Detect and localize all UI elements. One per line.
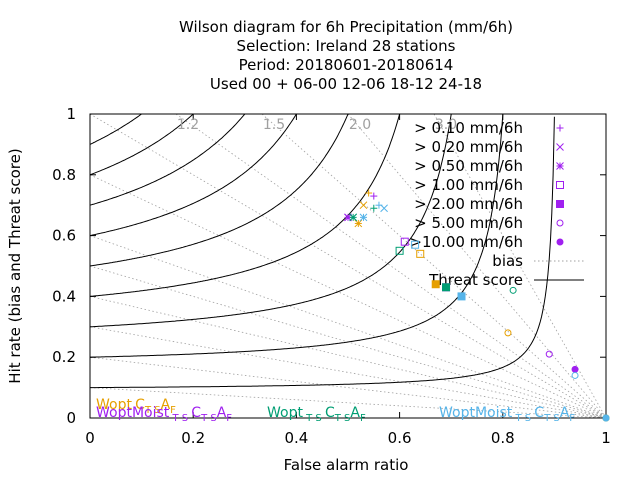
data-point <box>571 371 579 379</box>
bias-line <box>90 114 606 418</box>
bias-line <box>90 174 606 418</box>
data-points <box>344 189 610 422</box>
legend-label: > 0.50 mm/6h <box>414 157 523 175</box>
threat-curve <box>90 114 246 206</box>
legend-label: > 5.00 mm/6h <box>414 214 523 232</box>
data-point <box>509 286 517 294</box>
data-point <box>411 240 420 249</box>
y-tick-label: 1 <box>66 105 76 123</box>
y-tick-label: 0 <box>66 409 76 427</box>
x-tick-label: 0.8 <box>491 429 515 447</box>
title-line: Period: 20180601-20180614 <box>239 56 454 74</box>
chart-title: Wilson diagram for 6h Precipitation (mm/… <box>179 18 513 93</box>
bias-label: 2.0 <box>349 117 371 133</box>
legend-marker <box>556 200 564 208</box>
experiment-label: Wopt T S CT SAF <box>267 405 366 424</box>
threat-curve <box>90 114 194 176</box>
data-point <box>349 213 358 222</box>
bias-line <box>90 296 606 418</box>
legend-marker <box>556 162 564 170</box>
data-point <box>545 350 553 358</box>
threat-curve <box>90 114 349 267</box>
x-tick-label: 0.4 <box>284 429 308 447</box>
experiment-label: Wopt CT SAF <box>96 397 176 416</box>
x-axis-label: False alarm ratio <box>284 456 409 474</box>
bias-labels: 1.2 1.5 2.0 3.0 <box>177 117 457 133</box>
data-point <box>359 213 368 222</box>
axis-ticks: 0 0.2 0.4 0.6 0.8 1 0 0.2 0.4 0.6 0.8 1 <box>52 105 611 447</box>
data-point <box>370 204 378 212</box>
x-tick-label: 0.6 <box>388 429 412 447</box>
bias-line <box>175 114 606 418</box>
threat-curve <box>90 116 555 389</box>
y-axis-label: Hit rate (bias and Threat score) <box>6 148 24 383</box>
data-point <box>400 237 409 246</box>
legend-label: >10.00 mm/6h <box>409 233 523 251</box>
bias-label: 1.5 <box>263 117 285 133</box>
experiment-label: WoptMoist T S CT SAF <box>439 405 575 424</box>
threat-curve <box>90 114 504 358</box>
data-point <box>431 280 440 289</box>
data-point <box>504 329 512 337</box>
y-tick-label: 0.4 <box>52 287 76 305</box>
data-point <box>442 283 451 292</box>
data-point <box>571 365 579 373</box>
plot-frame <box>89 113 607 419</box>
data-point <box>365 189 373 197</box>
bias-line <box>90 356 606 418</box>
legend: > 0.10 mm/6h> 0.20 mm/6h> 0.50 mm/6h> 1.… <box>409 119 584 289</box>
data-point <box>354 219 363 228</box>
data-point <box>395 246 404 255</box>
y-tick-label: 0.2 <box>52 348 76 366</box>
title-line: Selection: Ireland 28 stations <box>237 37 456 55</box>
legend-marker <box>556 238 564 246</box>
legend-label: > 0.10 mm/6h <box>414 119 523 137</box>
data-point <box>380 204 388 213</box>
bias-line <box>90 235 606 418</box>
data-point <box>416 249 425 258</box>
y-tick-label: 0.8 <box>52 166 76 184</box>
data-point <box>457 292 466 301</box>
data-point <box>359 201 368 210</box>
threat-curve <box>90 114 401 297</box>
legend-label: Threat score <box>428 271 523 289</box>
x-tick-label: 0.2 <box>181 429 205 447</box>
chart-curves <box>90 114 606 418</box>
bias-line <box>90 326 606 418</box>
x-tick-label: 0 <box>85 429 95 447</box>
threat-curve <box>90 114 452 328</box>
legend-marker <box>556 181 564 189</box>
legend-label: > 2.00 mm/6h <box>414 195 523 213</box>
legend-label: > 0.20 mm/6h <box>414 138 523 156</box>
legend-label: > 1.00 mm/6h <box>414 176 523 194</box>
title-line: Used 00 + 06-00 12-06 18-12 24-18 <box>210 75 482 93</box>
threat-curve <box>90 114 143 145</box>
legend-marker <box>556 143 564 151</box>
data-point <box>370 192 378 200</box>
bias-label: 3.0 <box>435 117 457 133</box>
threat-curve <box>90 114 297 237</box>
title-line: Wilson diagram for 6h Precipitation (mm/… <box>179 18 513 36</box>
bias-label: 1.2 <box>177 117 199 133</box>
experiment-label: WoptMoist T S CT SAF <box>96 405 232 424</box>
y-tick-label: 0.6 <box>52 227 76 245</box>
legend-marker <box>556 124 564 132</box>
legend-label: bias <box>492 252 523 270</box>
x-tick-label: 1 <box>601 429 611 447</box>
data-point <box>602 414 610 422</box>
legend-marker <box>556 219 564 227</box>
bias-line <box>347 114 606 418</box>
